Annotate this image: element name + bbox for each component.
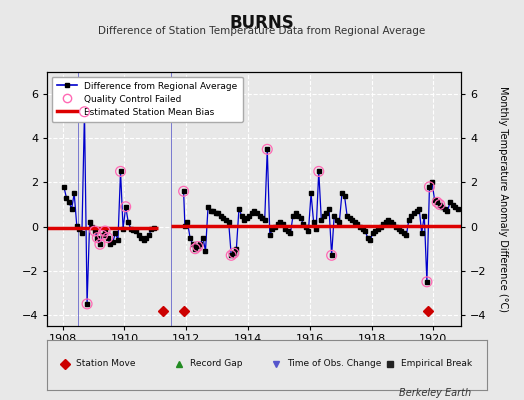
Text: BURNS: BURNS	[230, 14, 294, 32]
Point	[227, 252, 235, 258]
Point	[103, 234, 112, 241]
Point	[116, 168, 125, 174]
Point	[99, 232, 107, 239]
Point	[433, 199, 441, 206]
Point	[91, 228, 99, 234]
Y-axis label: Monthly Temperature Anomaly Difference (°C): Monthly Temperature Anomaly Difference (…	[498, 86, 508, 312]
Point	[193, 243, 202, 250]
Text: Record Gap: Record Gap	[190, 360, 243, 368]
Text: Difference of Station Temperature Data from Regional Average: Difference of Station Temperature Data f…	[99, 26, 425, 36]
Point	[96, 241, 104, 248]
Point	[263, 146, 271, 152]
Point	[83, 301, 91, 307]
Point	[179, 188, 188, 194]
Point	[93, 234, 102, 241]
Text: Station Move: Station Move	[76, 360, 135, 368]
Point	[101, 228, 110, 234]
Legend: Difference from Regional Average, Quality Control Failed, Estimated Station Mean: Difference from Regional Average, Qualit…	[52, 76, 243, 122]
Point	[230, 250, 238, 256]
Text: Time of Obs. Change: Time of Obs. Change	[287, 360, 381, 368]
Point	[191, 246, 200, 252]
Text: Empirical Break: Empirical Break	[401, 360, 473, 368]
Point	[80, 108, 89, 115]
Point	[328, 252, 336, 258]
Text: Berkeley Earth: Berkeley Earth	[399, 388, 472, 398]
Point	[314, 168, 323, 174]
Point	[122, 204, 130, 210]
Point	[425, 184, 434, 190]
Point	[423, 279, 431, 285]
Point	[435, 201, 444, 208]
